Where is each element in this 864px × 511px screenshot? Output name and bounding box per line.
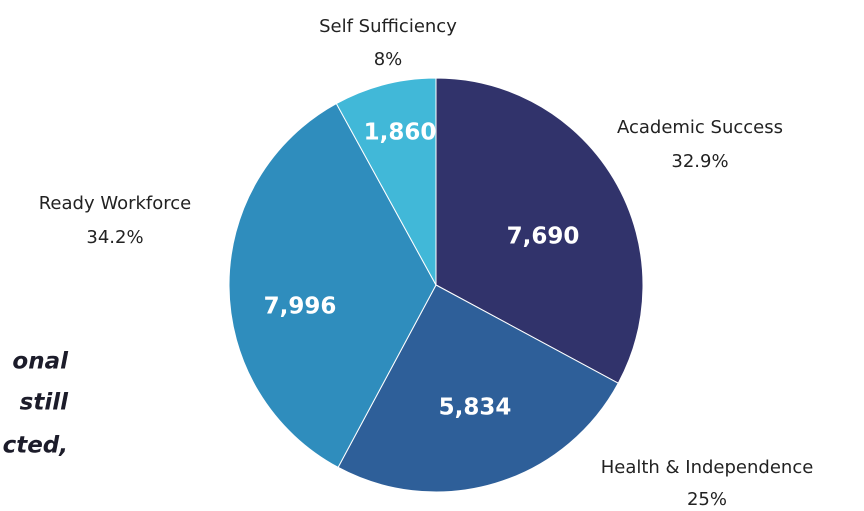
pie-slice [435, 77, 644, 384]
pie-slice [337, 284, 619, 493]
side-text: onal [12, 349, 69, 375]
category-label: Self Sufficiency [319, 16, 457, 37]
pie-slice [228, 102, 437, 469]
percent-label: 34.2% [86, 227, 143, 248]
percent-label: 32.9% [671, 151, 728, 172]
count-label: 7,690 [507, 224, 580, 250]
category-label: Academic Success [617, 117, 783, 138]
category-label: Ready Workforce [39, 193, 192, 214]
count-label: 5,834 [439, 395, 512, 421]
percent-label: 8% [374, 49, 403, 70]
count-label: 1,860 [364, 120, 437, 146]
side-text: cted, [3, 433, 68, 459]
category-label: Health & Independence [601, 457, 814, 478]
side-text: still [20, 390, 69, 416]
pie-slice [335, 77, 437, 286]
count-label: 7,996 [264, 294, 337, 320]
percent-label: 25% [687, 489, 727, 510]
